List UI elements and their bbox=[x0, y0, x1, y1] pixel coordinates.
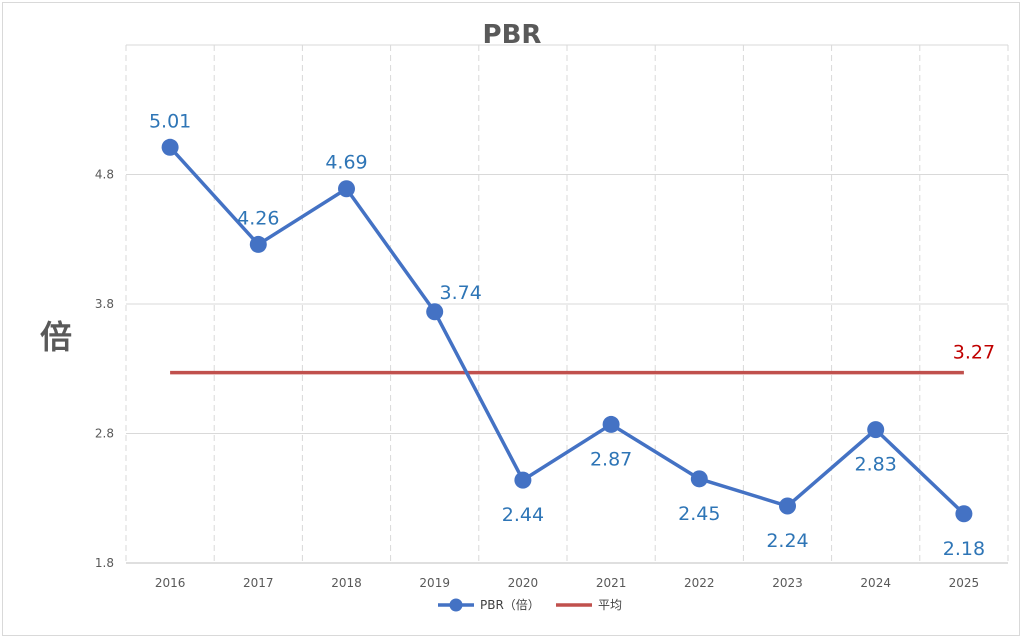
x-tick-label: 2019 bbox=[419, 576, 450, 590]
pbr-value-label: 2.83 bbox=[855, 454, 897, 476]
axes: 1.8 2.8 3.8 4.8 2016 2017 2018 2019 2020 2021 2022… bbox=[95, 168, 1008, 590]
pbr-value-label: 2.18 bbox=[943, 538, 985, 560]
y-tick-label: 1.8 bbox=[95, 556, 114, 570]
pbr-point bbox=[690, 470, 708, 488]
x-tick-label: 2023 bbox=[772, 576, 803, 590]
x-tick-label: 2016 bbox=[155, 576, 186, 590]
legend-pbr-marker bbox=[449, 598, 463, 612]
gridlines bbox=[125, 44, 1009, 564]
x-tick-label: 2018 bbox=[331, 576, 362, 590]
y-tick-label: 4.8 bbox=[95, 168, 114, 182]
pbr-value-label: 4.69 bbox=[325, 152, 367, 174]
pbr-point bbox=[779, 497, 796, 515]
legend-pbr-label: PBR（倍） bbox=[480, 597, 540, 612]
y-tick-label: 3.8 bbox=[95, 297, 114, 311]
pbr-point bbox=[338, 180, 355, 198]
pbr-value-label: 5.01 bbox=[149, 110, 191, 132]
y-axis-label: 倍 bbox=[40, 318, 73, 356]
x-tick-label: 2017 bbox=[243, 576, 274, 590]
x-tick-label: 2022 bbox=[684, 576, 715, 590]
pbr-value-label: 2.24 bbox=[766, 530, 808, 552]
pbr-value-label: 3.74 bbox=[440, 282, 482, 304]
pbr-point bbox=[161, 138, 179, 156]
average-value-label: 3.27 bbox=[953, 342, 995, 364]
pbr-line bbox=[168, 146, 966, 516]
pbr-value-label: 2.45 bbox=[678, 503, 720, 525]
legend-average-label: 平均 bbox=[598, 598, 622, 612]
pbr-point bbox=[514, 471, 532, 489]
pbr-value-label: 2.87 bbox=[590, 448, 632, 470]
legend: PBR（倍） 平均 bbox=[438, 597, 622, 612]
x-tick-label: 2021 bbox=[596, 576, 627, 590]
pbr-point bbox=[602, 415, 620, 433]
y-tick-label: 2.8 bbox=[95, 427, 114, 441]
data-labels: 3.27 5.01 4.26 4.69 3.74 2.44 2.87 2.45 2.24 2.83… bbox=[149, 110, 995, 559]
x-tick-label: 2025 bbox=[949, 576, 980, 590]
pbr-point bbox=[955, 505, 973, 523]
series-layer bbox=[161, 138, 973, 523]
x-tick-label: 2020 bbox=[508, 576, 539, 590]
pbr-value-label: 4.26 bbox=[237, 207, 279, 229]
pbr-point bbox=[426, 303, 444, 321]
pbr-point bbox=[867, 421, 885, 439]
x-tick-label: 2024 bbox=[860, 576, 891, 590]
pbr-point bbox=[249, 235, 267, 253]
pbr-value-label: 2.44 bbox=[502, 504, 544, 526]
